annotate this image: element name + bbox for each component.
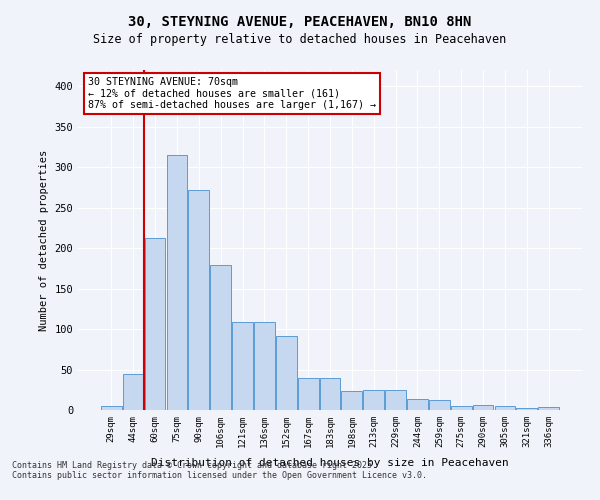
Bar — [494, 406, 515, 410]
Bar — [385, 390, 406, 410]
X-axis label: Distribution of detached houses by size in Peacehaven: Distribution of detached houses by size … — [151, 458, 509, 468]
Bar — [167, 155, 187, 410]
Bar — [364, 390, 384, 410]
Bar — [429, 400, 450, 410]
Bar — [320, 378, 340, 410]
Bar — [210, 265, 231, 410]
Bar — [123, 374, 143, 410]
Bar — [517, 408, 537, 410]
Bar — [254, 322, 275, 410]
Bar — [276, 336, 296, 410]
Text: Contains HM Land Registry data © Crown copyright and database right 2025.
Contai: Contains HM Land Registry data © Crown c… — [12, 460, 427, 480]
Bar — [232, 322, 253, 410]
Bar — [407, 398, 428, 410]
Bar — [188, 190, 209, 410]
Bar — [473, 405, 493, 410]
Bar — [538, 407, 559, 410]
Bar — [341, 390, 362, 410]
Text: 30, STEYNING AVENUE, PEACEHAVEN, BN10 8HN: 30, STEYNING AVENUE, PEACEHAVEN, BN10 8H… — [128, 15, 472, 29]
Text: 30 STEYNING AVENUE: 70sqm
← 12% of detached houses are smaller (161)
87% of semi: 30 STEYNING AVENUE: 70sqm ← 12% of detac… — [88, 77, 376, 110]
Bar — [451, 406, 472, 410]
Y-axis label: Number of detached properties: Number of detached properties — [39, 150, 49, 330]
Bar — [145, 238, 166, 410]
Bar — [101, 406, 122, 410]
Text: Size of property relative to detached houses in Peacehaven: Size of property relative to detached ho… — [94, 32, 506, 46]
Bar — [298, 378, 319, 410]
